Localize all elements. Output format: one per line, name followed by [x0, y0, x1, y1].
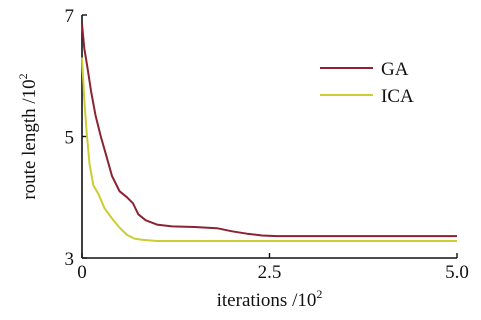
y-tick-label: 5 — [65, 128, 75, 149]
x-tick-label: 5.0 — [445, 262, 469, 283]
series-line-ica — [81, 57, 457, 242]
series-line-ga — [81, 24, 457, 238]
x-tick-label: 0 — [77, 262, 87, 283]
y-axis-label: route length /102 — [16, 73, 40, 199]
x-tick-label: 2.5 — [258, 262, 282, 283]
legend-label-ica: ICA — [381, 86, 414, 107]
y-tick-label: 3 — [65, 249, 75, 270]
y-tick-label: 7 — [65, 6, 75, 27]
plot-area: 3 5 7 0 2.5 5.0 GA ICA iterations /102 route leng… — [16, 6, 469, 311]
legend-label-ga: GA — [381, 59, 409, 80]
x-axis-label: iterations /102 — [217, 287, 323, 311]
